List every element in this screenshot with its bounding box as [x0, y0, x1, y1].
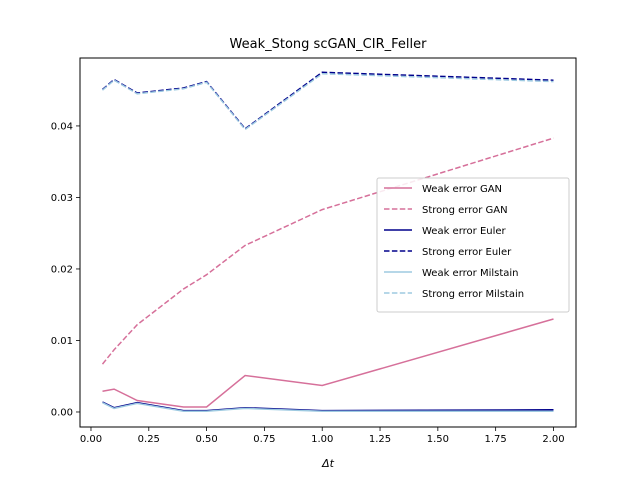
legend-label: Strong error Euler: [422, 247, 512, 258]
legend-label: Strong error GAN: [422, 205, 508, 216]
x-axis: 0.00 0.25 0.50 0.75 1.00 1.25 1.50 1.75 2.00: [80, 427, 565, 445]
legend-label: Weak error Euler: [422, 226, 507, 237]
x-tick-label: 1.75: [485, 434, 507, 445]
legend: Weak error GAN Strong error GAN Weak error…: [376, 177, 570, 313]
legend-label: Weak error GAN: [422, 184, 502, 195]
legend-box: [376, 177, 570, 313]
series-line-4: [102, 402, 554, 413]
chart-title: Weak_Stong scGAN_CIR_Feller: [230, 37, 428, 52]
x-tick-label: 0.00: [80, 434, 102, 445]
x-tick-label: 0.50: [195, 434, 217, 445]
x-tick-label: 1.00: [311, 434, 333, 445]
legend-label: Strong error Milstain: [422, 289, 524, 300]
series-line-0: [102, 318, 554, 408]
y-tick-label: 0.03: [51, 193, 73, 204]
x-tick-label: 1.25: [369, 434, 391, 445]
legend-label: Weak error Milstain: [422, 268, 519, 279]
series-line-5: [102, 72, 554, 131]
y-tick-label: 0.02: [51, 264, 73, 275]
y-axis: 0.00 0.01 0.02 0.03 0.04: [51, 121, 80, 418]
x-tick-label: 0.75: [253, 434, 275, 445]
y-tick-label: 0.01: [51, 336, 73, 347]
x-tick-label: 0.25: [138, 434, 160, 445]
x-tick-label: 1.50: [427, 434, 449, 445]
series-line-1: [101, 137, 554, 365]
plot-area: [101, 71, 554, 413]
x-axis-title: Δt: [321, 457, 335, 470]
x-tick-label: 2.00: [542, 434, 564, 445]
y-tick-label: 0.00: [51, 407, 73, 418]
plot-frame: [79, 57, 577, 428]
y-tick-label: 0.04: [51, 121, 73, 132]
